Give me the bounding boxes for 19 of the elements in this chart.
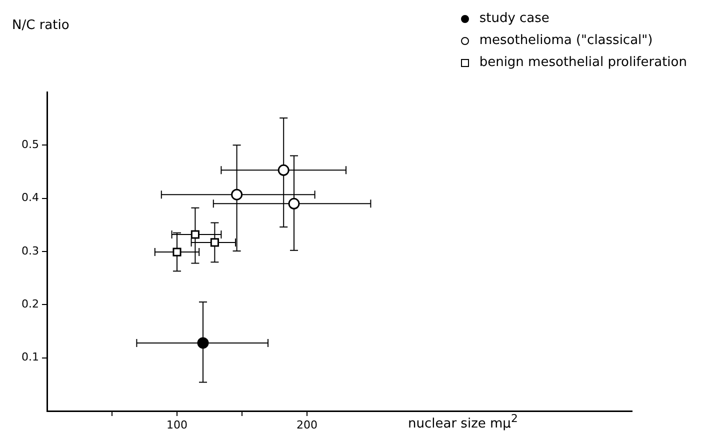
- y-tick-label: 0.2: [22, 298, 39, 311]
- legend-label: study case: [479, 10, 550, 28]
- point: [190, 230, 200, 239]
- x-tick-label: 200: [296, 418, 318, 432]
- y-tick-label: 0.4: [22, 191, 39, 204]
- legend-label: mesothelioma ("classical"): [479, 32, 653, 50]
- point: [288, 198, 300, 210]
- point: [172, 248, 182, 256]
- legend-label: benign mesothelial proliferation: [479, 54, 687, 72]
- y-tick-label: 0.5: [22, 138, 39, 152]
- y-tick-label: 0.1: [22, 350, 39, 364]
- point: [278, 164, 290, 176]
- x-tick-label: 100: [166, 418, 188, 432]
- point: [210, 238, 219, 247]
- y-axis-title: N/C ratio: [12, 18, 70, 33]
- x-axis-title: nuclear size mμ$^{2}$: [408, 412, 518, 432]
- point: [231, 188, 243, 200]
- y-tick-label: 0.3: [22, 244, 39, 258]
- point: [197, 337, 209, 349]
